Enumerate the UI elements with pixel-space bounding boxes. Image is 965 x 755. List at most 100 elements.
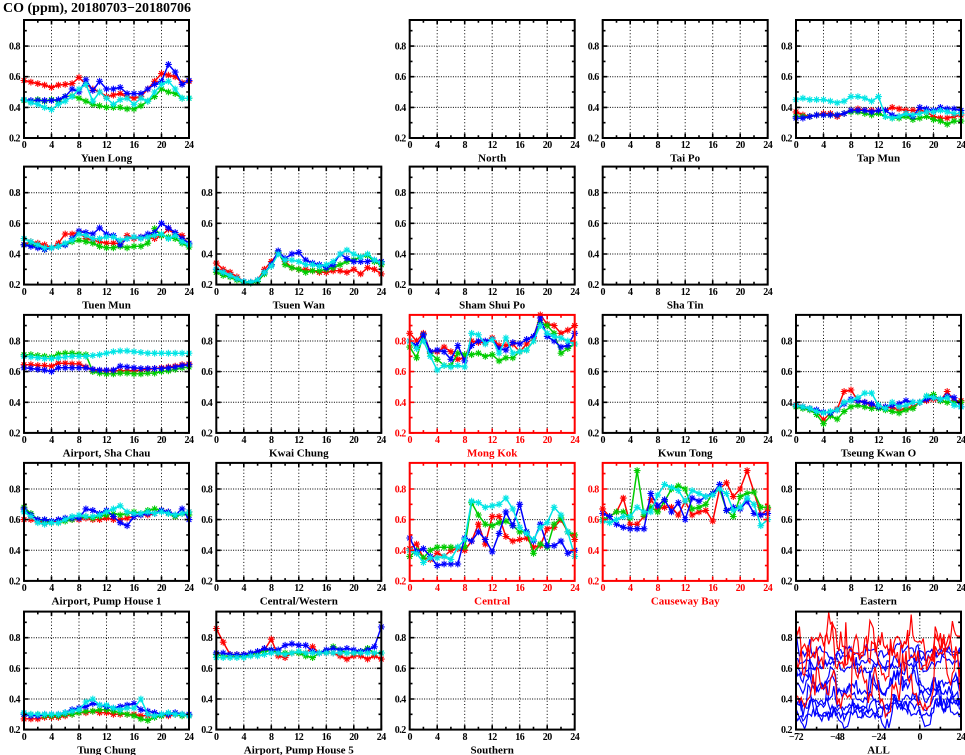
svg-text:Causeway Bay: Causeway Bay [651, 596, 720, 608]
svg-text:24: 24 [185, 732, 195, 743]
svg-text:0.8: 0.8 [9, 42, 21, 53]
svg-text:0.6: 0.6 [781, 367, 793, 378]
svg-text:20: 20 [929, 435, 939, 446]
svg-text:0.8: 0.8 [201, 485, 213, 496]
svg-text:0.2: 0.2 [9, 725, 21, 736]
svg-text:8: 8 [269, 287, 274, 298]
svg-text:4: 4 [435, 287, 440, 298]
svg-text:0.4: 0.4 [9, 546, 21, 557]
svg-text:0.8: 0.8 [781, 633, 793, 644]
svg-text:0.6: 0.6 [201, 515, 213, 526]
svg-text:24: 24 [570, 287, 580, 298]
svg-text:0.4: 0.4 [395, 398, 407, 409]
svg-text:20: 20 [543, 435, 553, 446]
svg-text:0.2: 0.2 [395, 134, 407, 145]
svg-text:12: 12 [294, 732, 304, 743]
svg-text:0.4: 0.4 [201, 398, 213, 409]
svg-text:4: 4 [628, 435, 633, 446]
svg-text:Sham Shui Po: Sham Shui Po [459, 299, 526, 311]
svg-text:Airport, Pump House 1: Airport, Pump House 1 [52, 596, 162, 608]
svg-text:0.4: 0.4 [395, 546, 407, 557]
svg-text:12: 12 [488, 287, 498, 298]
svg-text:0: 0 [22, 435, 27, 446]
svg-text:4: 4 [49, 287, 54, 298]
svg-text:0.4: 0.4 [9, 398, 21, 409]
svg-text:8: 8 [462, 435, 467, 446]
svg-text:16: 16 [708, 435, 718, 446]
svg-text:16: 16 [322, 287, 332, 298]
svg-text:CO (ppm), 20180703−20180706: CO (ppm), 20180703−20180706 [3, 1, 191, 16]
svg-text:0: 0 [794, 435, 799, 446]
svg-text:16: 16 [130, 140, 140, 151]
svg-text:8: 8 [77, 435, 82, 446]
svg-text:16: 16 [130, 732, 140, 743]
svg-text:12: 12 [681, 435, 691, 446]
svg-text:0: 0 [22, 140, 27, 151]
svg-text:0.2: 0.2 [588, 134, 600, 145]
svg-text:16: 16 [515, 732, 525, 743]
svg-text:24: 24 [185, 583, 195, 594]
svg-text:24: 24 [377, 435, 387, 446]
svg-text:0.6: 0.6 [395, 219, 407, 230]
svg-text:0.6: 0.6 [9, 515, 21, 526]
svg-text:8: 8 [462, 583, 467, 594]
svg-text:12: 12 [488, 583, 498, 594]
svg-text:0.4: 0.4 [201, 546, 213, 557]
svg-text:0.8: 0.8 [588, 485, 600, 496]
svg-text:0.8: 0.8 [588, 188, 600, 199]
svg-text:0.8: 0.8 [781, 485, 793, 496]
svg-text:24: 24 [570, 140, 580, 151]
svg-text:−48: −48 [830, 732, 845, 743]
svg-text:20: 20 [736, 140, 746, 151]
svg-text:0.2: 0.2 [588, 280, 600, 291]
svg-text:0: 0 [794, 583, 799, 594]
svg-text:0.4: 0.4 [588, 250, 600, 261]
svg-text:Kwun Tong: Kwun Tong [658, 448, 713, 460]
svg-text:24: 24 [377, 583, 387, 594]
svg-text:−72: −72 [789, 732, 804, 743]
svg-text:16: 16 [708, 583, 718, 594]
svg-text:4: 4 [49, 140, 54, 151]
svg-text:4: 4 [242, 435, 247, 446]
svg-text:8: 8 [77, 583, 82, 594]
svg-text:0.8: 0.8 [395, 485, 407, 496]
svg-text:Eastern: Eastern [860, 596, 897, 608]
svg-text:ALL: ALL [867, 744, 890, 755]
svg-text:4: 4 [49, 435, 54, 446]
svg-text:20: 20 [157, 583, 167, 594]
svg-text:12: 12 [874, 583, 884, 594]
svg-text:0.2: 0.2 [781, 428, 793, 439]
svg-text:0.6: 0.6 [395, 367, 407, 378]
svg-text:8: 8 [655, 287, 660, 298]
svg-text:20: 20 [543, 732, 553, 743]
svg-text:8: 8 [269, 435, 274, 446]
svg-text:4: 4 [628, 583, 633, 594]
svg-text:16: 16 [130, 287, 140, 298]
svg-text:0.8: 0.8 [588, 337, 600, 348]
svg-text:0: 0 [407, 732, 412, 743]
svg-text:Kwai Chung: Kwai Chung [269, 448, 329, 460]
svg-text:8: 8 [77, 140, 82, 151]
svg-text:4: 4 [435, 732, 440, 743]
svg-text:0.2: 0.2 [9, 428, 21, 439]
svg-text:0.4: 0.4 [588, 398, 600, 409]
svg-text:8: 8 [655, 435, 660, 446]
svg-text:20: 20 [543, 140, 553, 151]
svg-text:Tsuen Wan: Tsuen Wan [273, 299, 325, 311]
svg-text:Airport, Pump House 5: Airport, Pump House 5 [244, 744, 355, 755]
svg-text:0.8: 0.8 [201, 337, 213, 348]
svg-text:0.6: 0.6 [588, 72, 600, 83]
svg-text:4: 4 [242, 732, 247, 743]
svg-text:Tuen Mun: Tuen Mun [82, 299, 131, 311]
svg-text:0.8: 0.8 [395, 188, 407, 199]
svg-text:0.4: 0.4 [9, 103, 21, 114]
svg-text:0.2: 0.2 [201, 428, 213, 439]
svg-text:0.6: 0.6 [395, 515, 407, 526]
svg-text:20: 20 [157, 732, 167, 743]
svg-text:0.6: 0.6 [588, 515, 600, 526]
svg-text:0.2: 0.2 [395, 576, 407, 587]
svg-text:20: 20 [736, 287, 746, 298]
svg-text:8: 8 [462, 732, 467, 743]
svg-text:0.8: 0.8 [395, 337, 407, 348]
svg-text:Central: Central [474, 596, 510, 608]
